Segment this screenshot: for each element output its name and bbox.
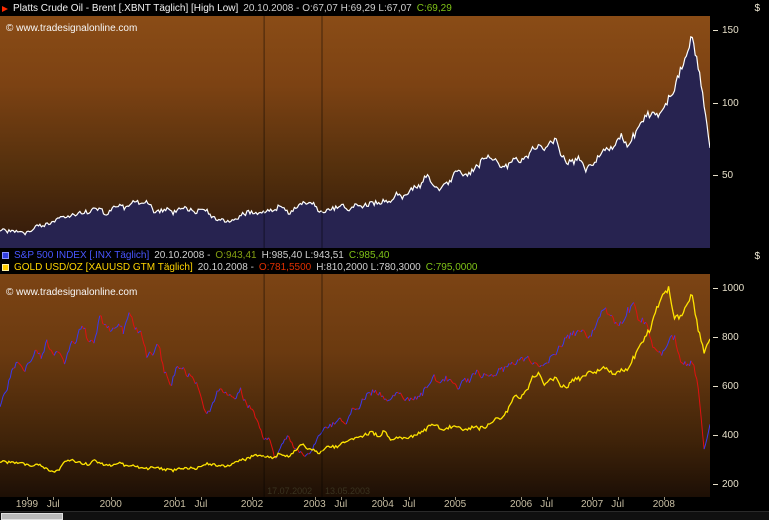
gold-date: 20.10.2008 - (197, 261, 254, 273)
sp500-highlow-values: H:985,40 L:943,51 (261, 249, 344, 261)
gold-close-value: C:795,0000 (425, 261, 478, 273)
x-axis-tick (200, 497, 202, 500)
x-axis-tick (546, 497, 548, 500)
x-axis-label: Jul (540, 499, 554, 510)
crude-series-icon (2, 5, 8, 12)
lower-currency-label: $ (754, 251, 760, 262)
y-axis-tick: 50 (713, 170, 733, 182)
lower-plot-area[interactable]: © www.tradesignalonline.com 17.07.2002 13… (0, 274, 710, 497)
y-axis-tick: 150 (713, 25, 739, 37)
x-axis-label: 2000 (99, 499, 122, 510)
sp500-titlebar[interactable]: S&P 500 INDEX [.INX Täglich] 20.10.2008 … (0, 249, 712, 261)
x-axis-tick (382, 497, 384, 500)
x-axis-tick (53, 497, 55, 500)
x-axis-label: Jul (46, 499, 60, 510)
x-axis-label: 2008 (652, 499, 675, 510)
sp500-date: 20.10.2008 - (154, 249, 211, 261)
x-axis-label: 2002 (240, 499, 264, 510)
x-axis-label: 1999 (15, 499, 39, 510)
scrollbar-thumb[interactable] (1, 513, 63, 520)
x-axis-label: 2004 (371, 499, 394, 510)
crude-titlebar[interactable]: Platts Crude Oil - Brent [.XBNT Täglich]… (0, 2, 712, 15)
gold-titlebar[interactable]: GOLD USD/OZ [XAUUSD GTM Täglich] 20.10.2… (0, 261, 712, 273)
y-axis-tick: 100 (713, 97, 739, 109)
x-axis-label: 2007 (581, 499, 604, 510)
x-axis-label: 2001 (163, 499, 186, 510)
x-axis-tick (663, 497, 665, 500)
cursor-date-label: 13.05.2003 (324, 486, 371, 496)
x-axis-label: 2005 (443, 499, 467, 510)
x-axis-tick (521, 497, 523, 500)
gold-open-value: O:781,5500 (258, 261, 312, 273)
crude-title: Platts Crude Oil - Brent [.XBNT Täglich]… (13, 3, 239, 14)
lower-price-axis[interactable]: $ 1000 800 600 400 200 (710, 248, 769, 497)
gold-series-icon (2, 263, 9, 271)
watermark-top: © www.tradesignalonline.com (6, 23, 138, 34)
y-axis-tick: 600 (713, 381, 739, 393)
x-axis-tick (174, 497, 176, 500)
crude-ohl-values: 20.10.2008 - O:67,07 H:69,29 L:67,07 (243, 3, 412, 14)
x-axis-tick (26, 497, 28, 500)
y-axis-tick: 200 (713, 479, 739, 491)
x-axis-tick (252, 497, 254, 500)
x-axis-label: Jul (402, 499, 416, 510)
crude-area-chart (0, 16, 710, 248)
x-axis-tick (110, 497, 112, 500)
sp500-title: S&P 500 INDEX [.INX Täglich] (14, 249, 150, 261)
gold-highlow-values: H:810,2000 L:780,3000 (316, 261, 421, 273)
cursor-date-label: 17.07.2002 (267, 486, 313, 496)
y-axis-tick: 800 (713, 332, 739, 344)
crude-close-value: C:69,29 (416, 3, 452, 14)
x-axis-label: 2003 (303, 499, 326, 510)
y-axis-tick: 400 (713, 430, 739, 442)
crude-price-axis[interactable]: $ 150 100 50 (710, 0, 769, 248)
watermark-bottom: © www.tradesignalonline.com (6, 287, 138, 298)
x-axis-tick (455, 497, 457, 500)
x-axis-tick (340, 497, 342, 500)
gold-title: GOLD USD/OZ [XAUUSD GTM Täglich] (14, 261, 193, 273)
x-axis-tick (592, 497, 594, 500)
x-axis-label: Jul (334, 499, 348, 510)
x-axis-tick (314, 497, 316, 500)
sp500-close-value: C:985,40 (348, 249, 390, 261)
x-axis-label: Jul (194, 499, 208, 510)
horizontal-scrollbar[interactable] (0, 511, 769, 520)
crude-currency-label: $ (754, 3, 760, 14)
x-axis-label: Jul (611, 499, 625, 510)
x-axis-tick (617, 497, 619, 500)
time-axis[interactable]: 1999 Jul 2000 2001 Jul 2002 2003 Jul 2004 Jul 2005… (0, 497, 710, 511)
sp500-open-value: O:943,41 (215, 249, 257, 261)
sp500-gold-chart (0, 274, 710, 497)
x-axis-tick (408, 497, 410, 500)
sp500-series-icon (2, 251, 9, 259)
y-axis-tick: 1000 (713, 283, 744, 295)
crude-plot-area[interactable]: © www.tradesignalonline.com (0, 16, 710, 248)
x-axis-label: 2006 (510, 499, 533, 510)
